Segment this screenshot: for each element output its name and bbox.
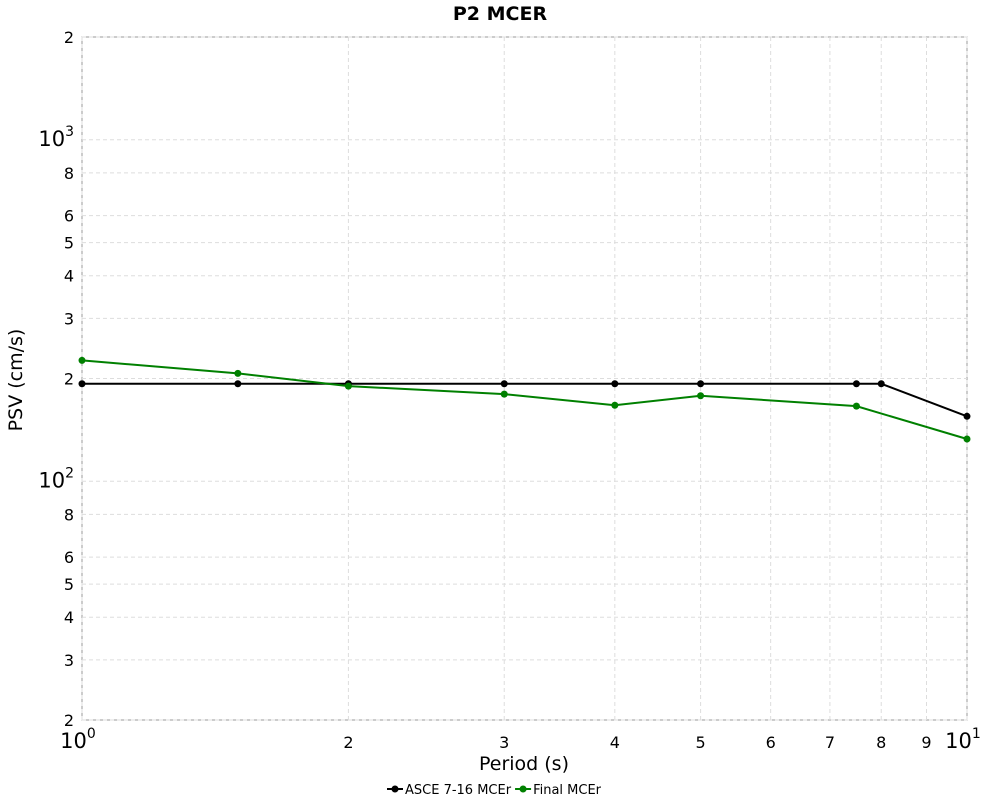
- data-point: [344, 382, 352, 390]
- tick-label-text: 5: [695, 733, 705, 752]
- legend-label: Final MCEr: [533, 783, 602, 798]
- data-point: [611, 401, 619, 409]
- tick-label: 2: [64, 370, 74, 389]
- tick-label: 4: [64, 608, 74, 627]
- tick-label: 9: [921, 733, 931, 752]
- legend-marker: [519, 785, 527, 793]
- tick-label-text: 8: [876, 733, 886, 752]
- tick-label-text: 5: [64, 575, 74, 594]
- tick-label: 102: [38, 465, 74, 492]
- data-point: [500, 390, 508, 398]
- tick-label-text: 10: [945, 729, 972, 753]
- tick-label-text: 4: [610, 733, 620, 752]
- tick-label-exponent: 1: [972, 726, 981, 742]
- tick-label-text: 4: [64, 267, 74, 286]
- tick-label: 103: [38, 124, 74, 151]
- data-point: [963, 412, 971, 420]
- legend-label: ASCE 7-16 MCEr: [405, 783, 512, 798]
- tick-label-text: 2: [64, 711, 74, 730]
- tick-label-text: 7: [825, 733, 835, 752]
- data-point: [697, 392, 705, 400]
- data-point: [852, 380, 860, 388]
- tick-label-text: 2: [343, 733, 353, 752]
- tick-label: 5: [64, 575, 74, 594]
- data-point: [697, 380, 705, 388]
- tick-label: 7: [825, 733, 835, 752]
- legend-marker: [391, 785, 399, 793]
- tick-label-exponent: 2: [65, 465, 74, 481]
- tick-label-text: 9: [921, 733, 931, 752]
- tick-label: 8: [64, 505, 74, 524]
- tick-label-text: 6: [64, 207, 74, 226]
- tick-label: 2: [343, 733, 353, 752]
- data-point: [611, 380, 619, 388]
- tick-label: 2: [64, 28, 74, 47]
- tick-label-text: 8: [64, 505, 74, 524]
- data-point: [234, 380, 242, 388]
- tick-label-text: 10: [60, 729, 87, 753]
- tick-label-text: 8: [64, 164, 74, 183]
- tick-label-text: 3: [64, 651, 74, 670]
- data-point: [500, 380, 508, 388]
- data-point: [78, 356, 86, 364]
- tick-label: 8: [876, 733, 886, 752]
- tick-label: 101: [945, 726, 981, 753]
- data-point: [963, 435, 971, 443]
- tick-label-text: 3: [499, 733, 509, 752]
- tick-label: 6: [766, 733, 776, 752]
- tick-label-text: 4: [64, 608, 74, 627]
- tick-label: 8: [64, 164, 74, 183]
- tick-label-text: 2: [64, 370, 74, 389]
- data-point: [852, 402, 860, 410]
- tick-label: 5: [695, 733, 705, 752]
- tick-label-exponent: 0: [87, 726, 96, 742]
- tick-label-text: 6: [64, 548, 74, 567]
- tick-label: 3: [64, 309, 74, 328]
- tick-label-exponent: 3: [65, 124, 74, 140]
- tick-label: 6: [64, 548, 74, 567]
- x-axis-label: Period (s): [479, 753, 569, 775]
- tick-label: 100: [60, 726, 96, 753]
- tick-label: 2: [64, 711, 74, 730]
- series-line: [81, 359, 968, 440]
- tick-label-text: 6: [766, 733, 776, 752]
- tick-label-text: 3: [64, 309, 74, 328]
- tick-label-text: 5: [64, 234, 74, 253]
- tick-label: 3: [499, 733, 509, 752]
- tick-label: 6: [64, 207, 74, 226]
- y-axis-label: PSV (cm/s): [5, 329, 27, 432]
- tick-label: 4: [64, 267, 74, 286]
- data-point: [234, 369, 242, 377]
- tick-label: 3: [64, 651, 74, 670]
- tick-label-text: 10: [38, 127, 65, 151]
- tick-label: 5: [64, 234, 74, 253]
- tick-label: 4: [610, 733, 620, 752]
- chart-title: P2 MCER: [453, 3, 548, 25]
- data-point: [78, 380, 86, 388]
- tick-label-text: 10: [38, 468, 65, 492]
- data-point: [877, 380, 885, 388]
- tick-label-text: 2: [64, 28, 74, 47]
